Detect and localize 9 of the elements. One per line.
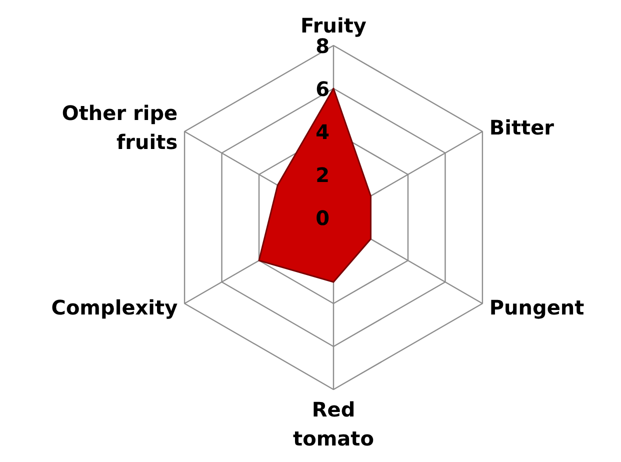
y-tick-label: 0 <box>316 206 330 230</box>
y-tick-label: 6 <box>316 77 330 101</box>
spoke-label: Other ripe fruits <box>62 101 178 154</box>
spoke-label: Bitter <box>489 116 554 140</box>
y-tick-label: 2 <box>316 163 330 187</box>
spoke-label: Pungent <box>489 296 585 320</box>
spoke-label: Complexity <box>51 296 178 320</box>
y-tick-label: 4 <box>316 120 330 144</box>
spoke-label: Red tomato <box>293 398 374 450</box>
